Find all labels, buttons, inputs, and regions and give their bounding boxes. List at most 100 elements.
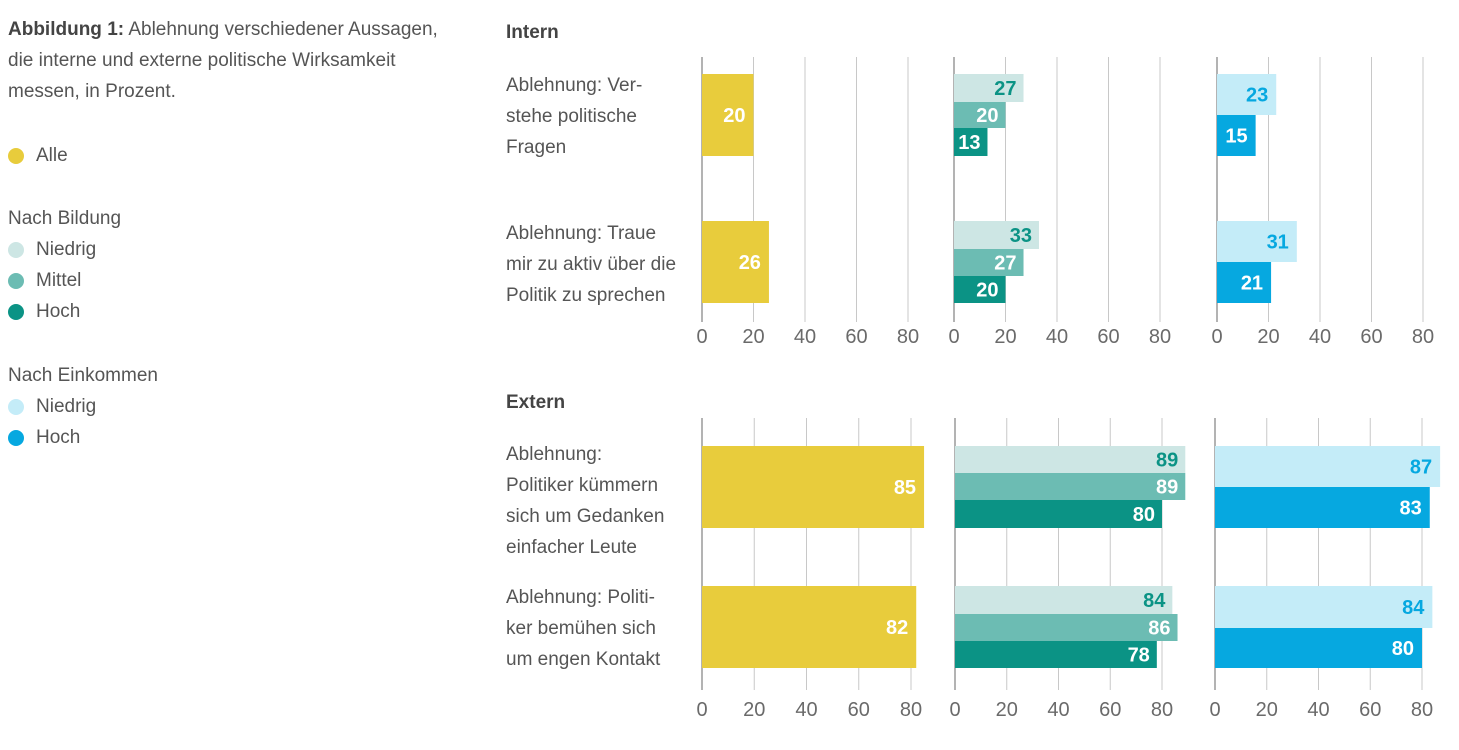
legend-item-income-niedrig: Niedrig [8,391,158,422]
bar-bildung-hoch [955,500,1162,528]
bar-bildung-niedrig [954,221,1039,249]
row-label-line: sich um Gedanken [506,506,665,527]
data-label-einkommen-hoch: 15 [1225,126,1247,148]
data-label-bildung-mittel: 86 [1148,618,1170,640]
data-label-bildung-hoch: 78 [1128,645,1150,667]
data-label-bildung-niedrig: 27 [994,78,1016,100]
tick-label: 20 [743,699,765,721]
legend-dot-education-mittel [8,272,24,289]
data-label-einkommen-hoch: 80 [1392,638,1414,660]
bar-bildung-mittel [955,473,1186,500]
bar-alle [702,446,925,528]
legend-dot-income-niedrig [8,398,24,415]
data-label-bildung-niedrig: 33 [1010,225,1032,247]
data-label-einkommen-niedrig: 84 [1402,597,1425,619]
legend-dot-education-hoch [8,303,24,320]
row-label-line: stehe politische [506,106,637,127]
tick-label: 80 [1151,699,1173,721]
legend-education: Nach Bildung Niedrig Mittel Hoch [8,203,121,327]
legend-label-income-niedrig: Niedrig [36,396,97,417]
data-label-alle: 85 [894,477,916,499]
tick-label: 40 [1047,699,1069,721]
tick-label: 60 [845,326,867,348]
data-label-einkommen-hoch: 83 [1400,498,1422,520]
data-label-bildung-hoch: 80 [1133,504,1155,526]
tick-label: 80 [897,326,919,348]
legend-title-education: Nach Bildung [8,208,122,229]
bar-bildung-hoch [955,641,1157,668]
row-label-intern-2: Ablehnung: Traue mir zu aktiv über die P… [506,218,691,311]
legend-label-education-niedrig: Niedrig [36,239,97,260]
bar-einkommen-hoch [1217,115,1256,156]
row-label-line: Ablehnung: Traue [506,223,657,244]
tick-label: 60 [1360,326,1382,348]
tick-label: 80 [1149,326,1171,348]
row-label-extern-1: Ablehnung: Politiker kümmern sich um Ged… [506,439,691,563]
legend-label-education-mittel: Mittel [36,270,82,291]
data-label-alle: 20 [723,105,745,127]
bar-alle [702,74,754,156]
data-label-einkommen-niedrig: 31 [1267,232,1289,254]
row-label-line: Politiker kümmern [506,475,659,496]
legend-item-alle: Alle [8,140,68,171]
bar-einkommen-niedrig [1217,221,1297,262]
row-label-line: ker bemühen sich [506,618,656,639]
row-label-line: Fragen [506,137,567,158]
caption-bold: Abbildung 1: [8,19,125,40]
data-label-einkommen-hoch: 21 [1241,273,1263,295]
bar-einkommen-hoch [1217,262,1272,303]
tick-label: 40 [1309,326,1331,348]
tick-label: 40 [794,326,816,348]
data-label-bildung-mittel: 89 [1156,477,1178,499]
bar-einkommen-niedrig [1215,586,1433,628]
data-label-bildung-niedrig: 84 [1143,590,1166,612]
bar-bildung-mittel [954,102,1006,128]
tick-label: 80 [1412,326,1434,348]
section-title-extern: Extern [506,392,566,413]
data-label-bildung-mittel: 20 [976,105,998,127]
legend-item-education-niedrig: Niedrig [8,234,121,265]
tick-label: 20 [742,326,764,348]
tick-label: 20 [1257,326,1279,348]
row-label-line: einfacher Leute [506,537,637,558]
bar-einkommen-hoch [1215,628,1422,668]
tick-label: 80 [900,699,922,721]
data-label-einkommen-niedrig: 23 [1246,85,1268,107]
row-label-line: Politik zu sprechen [506,285,666,306]
legend-label-income-hoch: Hoch [36,427,81,448]
tick-label: 40 [1046,326,1068,348]
tick-label: 20 [1256,699,1278,721]
legend-all: Alle [8,140,68,171]
caption-text: Ablehnung verschiedener Aussagen, die in… [8,19,438,102]
tick-label: 0 [696,699,707,721]
data-label-bildung-hoch: 13 [958,132,980,154]
tick-label: 60 [1359,699,1381,721]
legend-income: Nach Einkommen Niedrig Hoch [8,360,158,453]
row-label-line: Ablehnung: Ver- [506,75,643,96]
legend-label-education-hoch: Hoch [36,301,81,322]
bar-bildung-mittel [955,614,1178,641]
tick-label: 20 [996,699,1018,721]
tick-label: 20 [994,326,1016,348]
data-label-einkommen-niedrig: 87 [1410,457,1432,479]
section-title-intern: Intern [506,22,559,43]
tick-label: 60 [1097,326,1119,348]
tick-label: 0 [696,326,707,348]
bar-bildung-hoch [954,128,988,156]
bar-einkommen-niedrig [1217,74,1277,115]
tick-label: 40 [1307,699,1329,721]
tick-label: 40 [795,699,817,721]
legend-dot-alle [8,147,24,164]
legend-label-alle: Alle [36,145,68,166]
tick-label: 60 [848,699,870,721]
row-label-line: mir zu aktiv über die [506,254,677,275]
tick-label: 0 [1211,326,1222,348]
data-label-bildung-niedrig: 89 [1156,450,1178,472]
bar-bildung-niedrig [955,446,1186,473]
bar-bildung-hoch [954,276,1006,303]
bar-bildung-niedrig [955,586,1173,614]
data-label-bildung-mittel: 27 [994,253,1016,275]
legend-item-education-mittel: Mittel [8,265,121,296]
bar-alle [702,221,769,303]
